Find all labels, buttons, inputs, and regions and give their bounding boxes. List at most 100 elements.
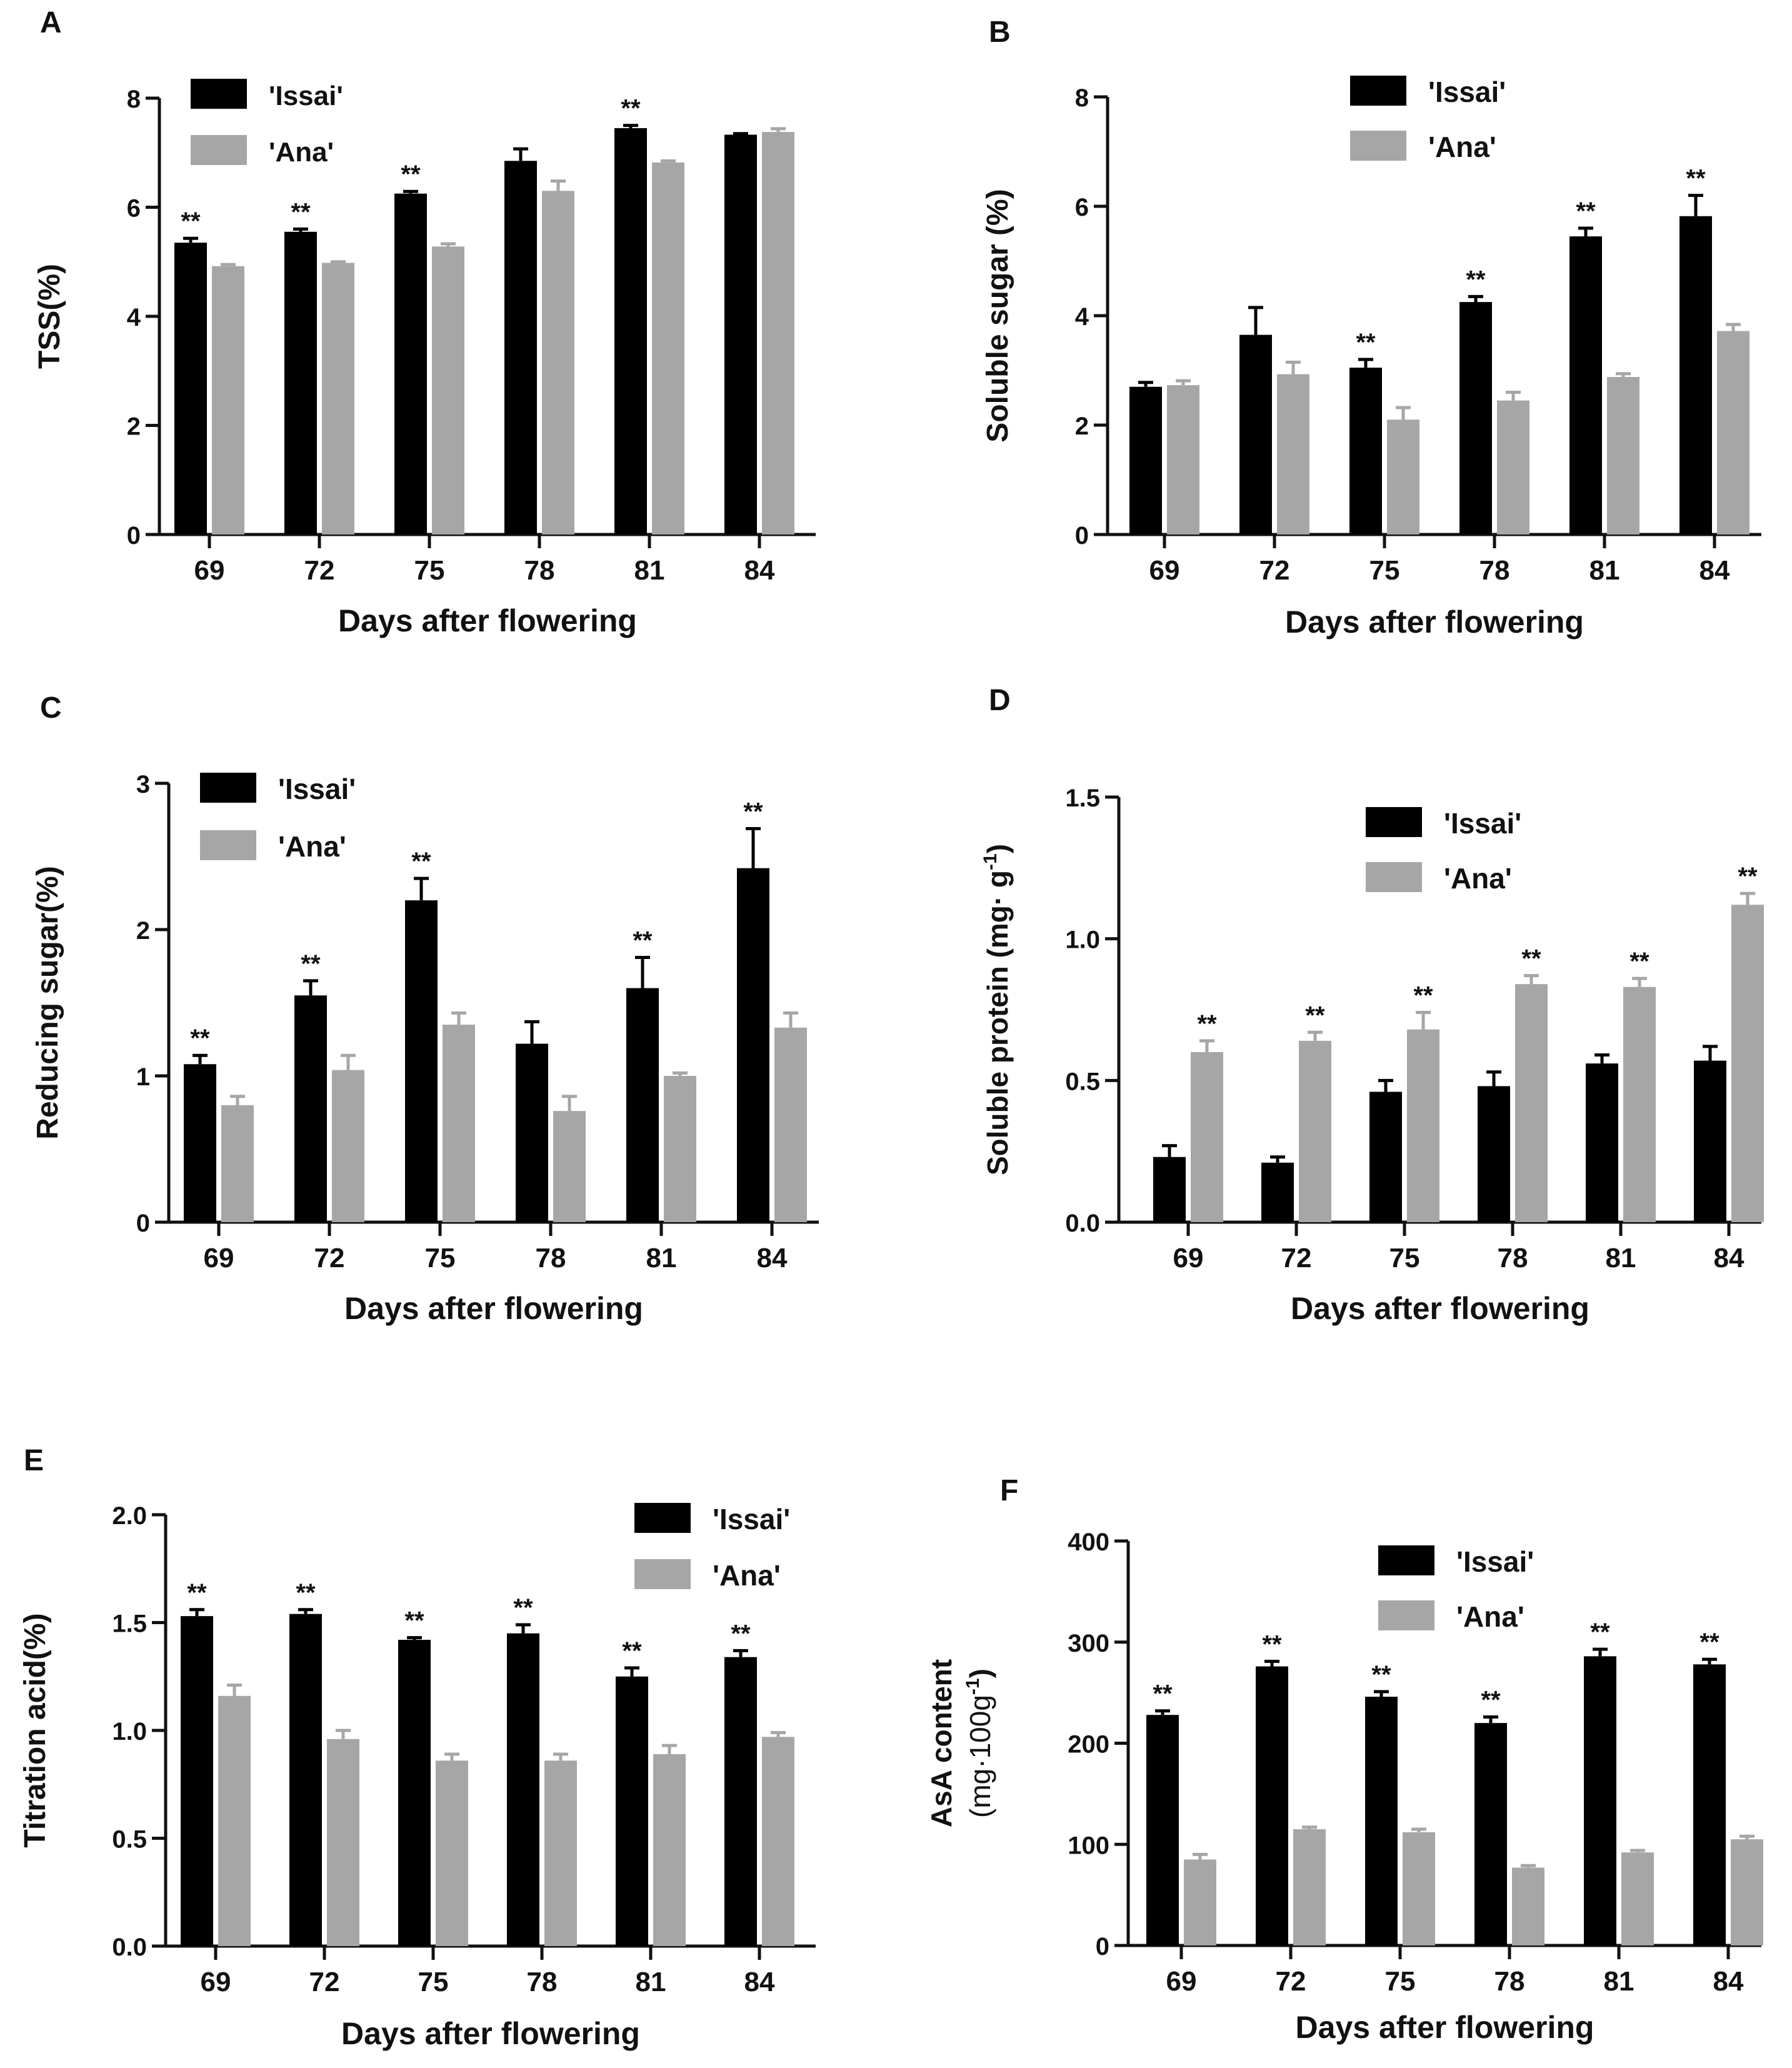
y-axis-label-line1: AsA content (925, 1659, 958, 1827)
x-tick-label: 75 (1369, 555, 1400, 586)
significance-mark: ** (633, 926, 653, 954)
panel-letter: D (989, 684, 1011, 717)
legend-swatch-issai (200, 773, 256, 803)
x-tick-label: 75 (414, 555, 445, 586)
significance-mark: ** (1371, 1661, 1391, 1689)
legend-label-ana: 'Ana' (1428, 131, 1496, 163)
x-tick-label: 84 (744, 1967, 775, 1997)
legend-label-issai: 'Issai' (713, 1503, 790, 1535)
bar-ana-81 (1621, 1852, 1654, 1945)
bar-issai-75 (394, 193, 427, 535)
y-tick-label: 0.5 (112, 1826, 147, 1854)
x-axis-label: Days after flowering (344, 1291, 643, 1326)
bar-issai-69 (1153, 1157, 1186, 1222)
bar-ana-75 (1387, 419, 1419, 535)
bar-ana-78 (553, 1111, 586, 1222)
significance-mark: ** (411, 848, 431, 875)
bar-ana-81 (652, 162, 684, 535)
bar-issai-78 (1459, 302, 1492, 535)
y-tick-label: 2 (136, 917, 150, 945)
y-tick-label: 2.0 (112, 1502, 147, 1530)
y-tick-label: 8 (1075, 84, 1089, 112)
bar-issai-72 (1239, 334, 1272, 535)
y-tick-label: 0.0 (112, 1934, 147, 1961)
x-tick-label: 72 (304, 555, 335, 586)
legend-label-issai: 'Issai' (1456, 1545, 1534, 1578)
y-tick-label: 1.0 (1065, 926, 1100, 954)
panel-e: E 0.0 0.5 1.0 1.5 2.0 69 ** 72 ** 75 ** 78 ** 81 ** 84 **… (19, 1444, 816, 2051)
bar-issai-81 (1584, 1656, 1616, 1945)
bar-ana-69 (1184, 1859, 1216, 1945)
y-tick-label: 6 (127, 195, 141, 223)
y-axis-label-tail: ) (964, 1669, 996, 1678)
panel-b: B 0 2 4 6 8 69 72 75 ** 78 ** 81 ** 84 ** 'Issai' 'Ana' Da… (981, 16, 1761, 640)
bar-ana-78 (542, 191, 574, 535)
y-tick-label: 200 (1068, 1731, 1109, 1759)
significance-mark: ** (731, 1620, 751, 1647)
y-tick-label: 1.0 (112, 1718, 147, 1745)
y-axis-label-tail: ) (981, 844, 1014, 853)
x-tick-label: 69 (201, 1967, 231, 1997)
significance-mark: ** (1738, 863, 1758, 890)
significance-mark: ** (1521, 945, 1541, 973)
x-tick-label: 75 (1385, 1966, 1416, 1997)
x-tick-label: 84 (1714, 1243, 1744, 1273)
y-axis-label-text: TSS(%) (33, 264, 66, 369)
x-axis-label: Days after flowering (341, 2016, 640, 2051)
y-axis-label-line2: (mg·100g (964, 1695, 996, 1818)
x-tick-label: 72 (314, 1243, 345, 1273)
significance-mark: ** (513, 1594, 533, 1622)
bar-ana-78 (544, 1760, 577, 1946)
y-axis-label-text: Titration acid(%) (19, 1613, 52, 1847)
bar-ana-84 (762, 1737, 794, 1946)
x-tick-label: 81 (646, 1243, 677, 1273)
y-tick-label: 6 (1075, 194, 1089, 221)
x-tick-label: 69 (1149, 555, 1180, 586)
y-axis-label: TSS(%) (33, 264, 66, 369)
bar-issai-84 (1694, 1060, 1726, 1222)
significance-mark: ** (1481, 1686, 1501, 1714)
bar-issai-84 (724, 134, 757, 535)
significance-mark: ** (622, 1637, 642, 1665)
bar-ana-69 (1167, 385, 1199, 535)
y-tick-label: 8 (127, 86, 141, 113)
bar-ana-78 (1515, 984, 1548, 1222)
significance-mark: ** (1413, 982, 1433, 1010)
legend-label-issai: 'Issai' (1428, 76, 1506, 108)
bar-ana-69 (212, 266, 244, 535)
legend-swatch-issai (1366, 807, 1422, 837)
x-tick-label: 78 (1494, 1966, 1525, 1997)
x-tick-label: 69 (1173, 1243, 1204, 1273)
legend-label-ana: 'Ana' (1444, 862, 1512, 895)
bar-issai-78 (507, 1633, 539, 1946)
panel-f: F 0 100 200 300 400 69 ** 72 ** 75 ** 78 ** 81 ** 84 ** 'I… (925, 1474, 1763, 2045)
y-tick-label: 0.5 (1065, 1068, 1100, 1095)
y-tick-label: 100 (1068, 1832, 1109, 1859)
y-tick-label: 4 (127, 304, 141, 331)
legend-label-issai: 'Issai' (278, 773, 356, 805)
legend-swatch-issai (1350, 76, 1406, 106)
x-tick-label: 84 (744, 555, 775, 586)
significance-mark: ** (301, 950, 321, 978)
bar-issai-81 (614, 128, 647, 535)
x-tick-label: 75 (425, 1243, 456, 1273)
x-tick-label: 78 (536, 1243, 566, 1273)
bar-ana-75 (443, 1025, 475, 1222)
bar-issai-69 (1146, 1715, 1179, 1945)
panel-letter: B (989, 16, 1011, 49)
y-axis-label-superscript: -1 (963, 1678, 983, 1695)
significance-mark: ** (1699, 1629, 1719, 1656)
bar-ana-84 (1717, 331, 1749, 535)
panel-letter: A (40, 6, 62, 39)
y-tick-label: 300 (1068, 1630, 1109, 1657)
y-tick-label: 1.5 (112, 1610, 147, 1638)
bar-issai-72 (294, 995, 327, 1222)
bar-issai-69 (181, 1616, 213, 1946)
bar-ana-75 (1403, 1832, 1435, 1945)
significance-mark: ** (181, 208, 201, 235)
bar-issai-78 (516, 1043, 548, 1222)
bar-issai-84 (724, 1657, 757, 1946)
legend-swatch-ana (1366, 862, 1422, 892)
legend-label-ana: 'Ana' (1456, 1600, 1524, 1633)
